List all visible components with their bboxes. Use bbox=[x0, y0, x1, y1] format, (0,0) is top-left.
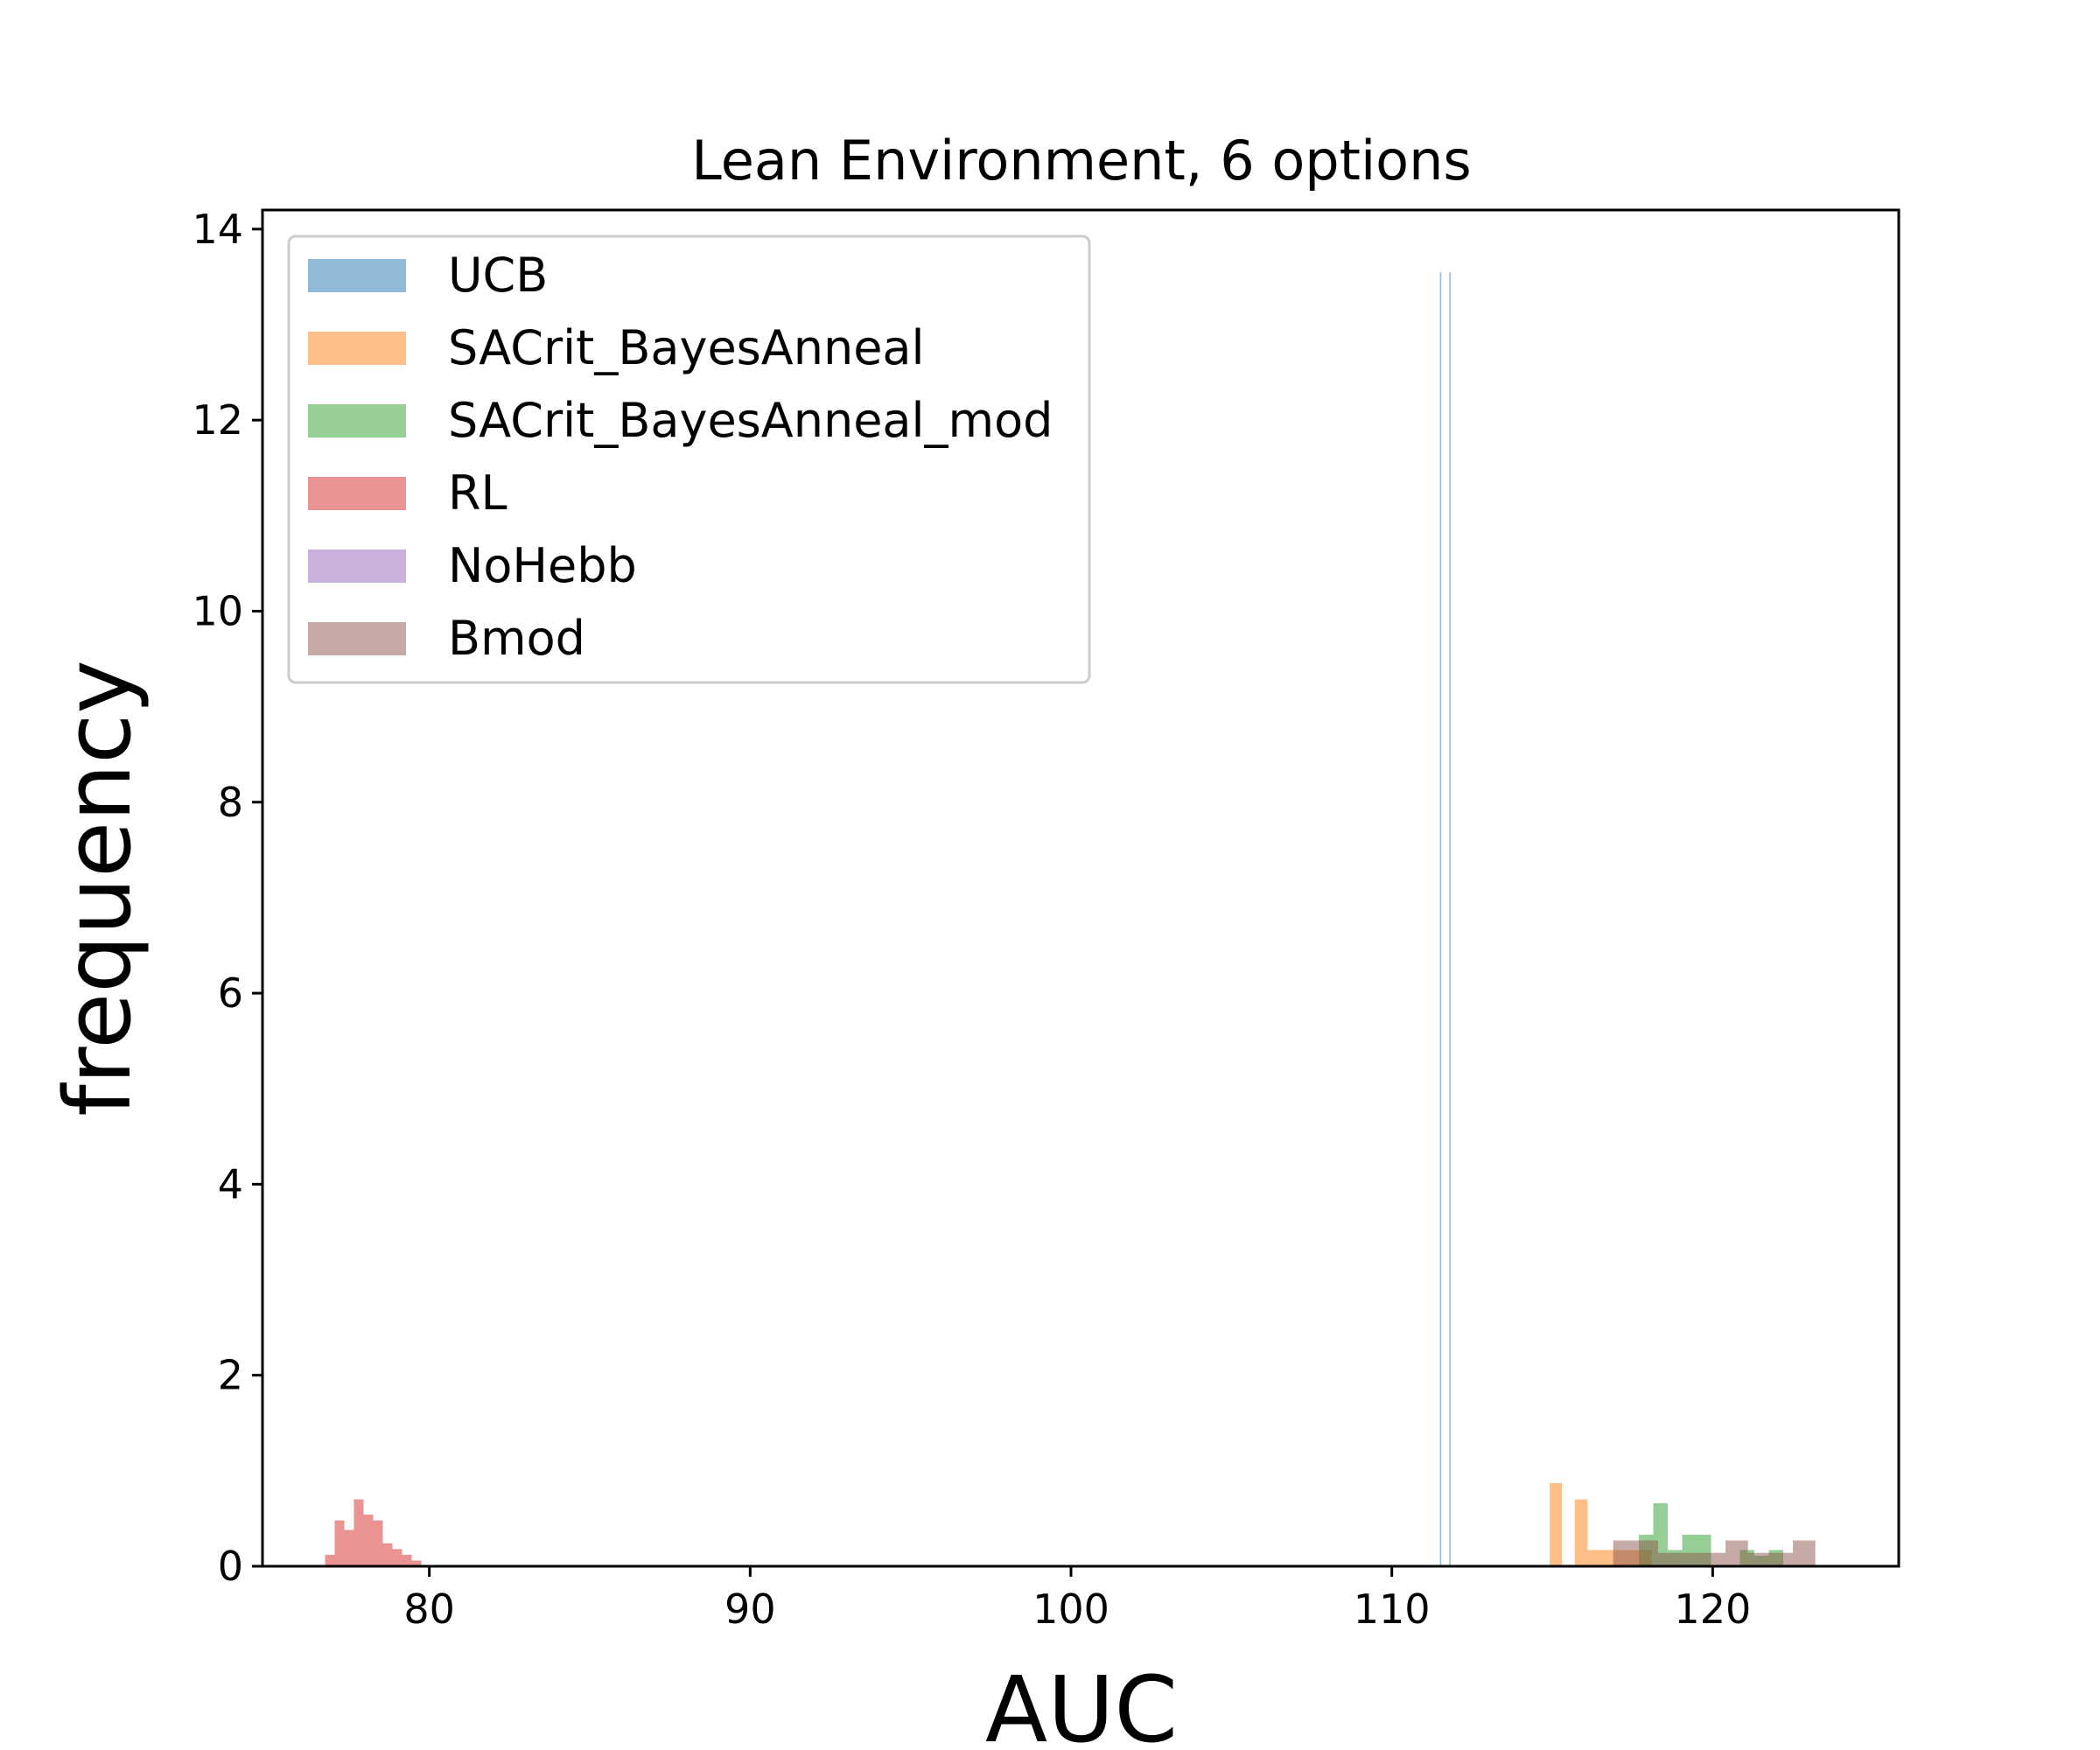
histogram-bar bbox=[1793, 1540, 1816, 1566]
histogram-bar bbox=[1703, 1552, 1726, 1566]
legend-label: RL bbox=[448, 466, 508, 521]
legend-label: Bmod bbox=[448, 611, 585, 666]
legend-swatch bbox=[308, 550, 406, 583]
histogram-bar bbox=[344, 1530, 354, 1566]
histogram-bar bbox=[1658, 1552, 1681, 1566]
legend-box bbox=[287, 234, 1091, 684]
legend-label: SACrit_BayesAnneal bbox=[448, 320, 925, 375]
histogram-bar bbox=[382, 1543, 393, 1566]
chart-title: Lean Environment, 6 options bbox=[691, 129, 1471, 192]
histogram-bar bbox=[1439, 271, 1442, 1567]
histogram-bar bbox=[1574, 1499, 1588, 1566]
legend-label: SACrit_BayesAnneal_mod bbox=[448, 393, 1053, 448]
histogram-bar bbox=[392, 1549, 402, 1566]
y-tick-label: 2 bbox=[218, 1352, 243, 1399]
histogram-bar bbox=[1635, 1540, 1658, 1566]
bars-layer bbox=[325, 271, 1816, 1567]
x-axis-ticks: 80 90 100 110 120 bbox=[403, 1566, 1751, 1633]
histogram-bar bbox=[1680, 1552, 1704, 1566]
histogram-bar bbox=[1726, 1540, 1748, 1566]
histogram-bar bbox=[373, 1520, 383, 1566]
y-tick-label: 10 bbox=[192, 587, 243, 634]
series-3-bars bbox=[325, 1499, 422, 1566]
legend: UCB SACrit_BayesAnneal SACrit_BayesAnneal_… bbox=[287, 234, 1091, 684]
histogram-bar bbox=[1587, 1550, 1614, 1566]
y-tick-label: 6 bbox=[218, 970, 243, 1017]
series-5-bars bbox=[1613, 1540, 1816, 1566]
histogram-bar bbox=[402, 1554, 412, 1566]
histogram-bar bbox=[1747, 1552, 1771, 1566]
legend-label: NoHebb bbox=[448, 538, 637, 593]
x-tick-label: 90 bbox=[724, 1586, 776, 1633]
x-tick-label: 80 bbox=[403, 1586, 455, 1633]
histogram-bar bbox=[1613, 1540, 1636, 1566]
series-0-bars bbox=[1439, 271, 1451, 1567]
y-tick-label: 8 bbox=[218, 779, 243, 826]
legend-swatch bbox=[308, 477, 406, 510]
histogram-bar bbox=[411, 1560, 422, 1566]
x-tick-label: 120 bbox=[1674, 1586, 1751, 1633]
histogram-bar bbox=[1550, 1483, 1562, 1566]
legend-swatch bbox=[308, 332, 406, 365]
legend-label: UCB bbox=[448, 248, 548, 303]
legend-swatch bbox=[308, 404, 406, 438]
histogram-bar bbox=[325, 1554, 335, 1566]
plot-area-frame bbox=[261, 208, 1900, 1568]
y-axis-ticks: 0 2 4 6 8 10 12 14 bbox=[192, 206, 262, 1590]
histogram-bar bbox=[354, 1499, 364, 1566]
histogram-bar bbox=[334, 1520, 345, 1566]
y-axis-label: frequency bbox=[45, 660, 151, 1116]
y-tick-label: 12 bbox=[192, 396, 243, 444]
x-tick-label: 100 bbox=[1032, 1586, 1110, 1633]
y-tick-label: 0 bbox=[218, 1543, 243, 1590]
y-tick-label: 14 bbox=[192, 206, 243, 253]
histogram-bar bbox=[1449, 271, 1451, 1567]
histogram-bar bbox=[1770, 1552, 1793, 1566]
x-axis-label: AUC bbox=[985, 1656, 1178, 1750]
legend-swatch bbox=[308, 622, 406, 655]
histogram-bar bbox=[363, 1515, 374, 1566]
y-tick-label: 4 bbox=[218, 1160, 243, 1208]
x-tick-label: 110 bbox=[1354, 1586, 1431, 1633]
legend-swatch bbox=[308, 259, 406, 292]
